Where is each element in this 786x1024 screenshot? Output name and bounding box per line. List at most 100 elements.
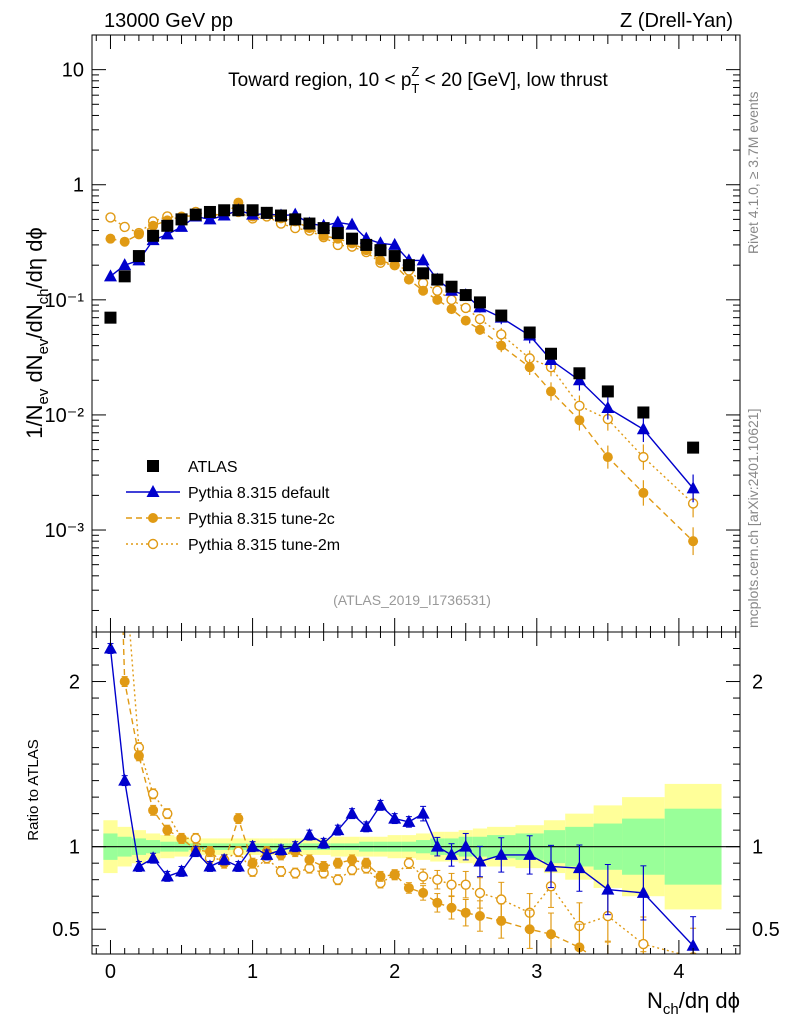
data-point (118, 270, 131, 283)
data-point (574, 415, 585, 426)
ratio-point (160, 869, 174, 882)
ratio-point (274, 842, 288, 855)
ratio-point (204, 846, 215, 857)
ratio-frame (91, 631, 741, 955)
data-point (289, 213, 302, 226)
legend-item-atlas: ATLAS (147, 459, 238, 476)
data-point (119, 221, 130, 233)
ratio-point (430, 839, 444, 852)
legend-label: Pythia 8.315 tune-2m (188, 537, 340, 554)
ratio-point (120, 561, 129, 570)
series-line (110, 209, 694, 489)
data-point (545, 347, 557, 360)
plot-title: Toward region, 10 < pZ T < 20 [GeV], low … (228, 64, 608, 96)
ratio-point (523, 847, 537, 860)
data-point (445, 280, 458, 293)
series-atlas (104, 204, 700, 454)
ratio-point (176, 833, 187, 844)
ratio-point (133, 750, 144, 761)
ratio-line (129, 632, 684, 954)
data-point (388, 237, 402, 250)
data-point (189, 208, 202, 221)
data-point (218, 204, 231, 217)
legend-label: Pythia 8.315 default (188, 485, 330, 502)
ratio-point (331, 823, 345, 836)
ratio-point (446, 902, 457, 913)
ratio-point (203, 859, 217, 872)
data-point (460, 315, 471, 326)
data-point (161, 219, 174, 232)
data-point (160, 227, 174, 240)
data-point (260, 206, 273, 219)
data-point (602, 452, 613, 463)
data-point (119, 236, 130, 247)
ratio-point (175, 864, 189, 877)
data-point (148, 220, 159, 231)
y-tick-label: 10⁻² (45, 405, 85, 427)
ratio-point (638, 974, 648, 984)
ratio-point (402, 814, 416, 827)
legend-item-pythia-8-315-tune-2c: Pythia 8.315 tune-2c (126, 511, 335, 528)
ratio-point (460, 907, 471, 918)
ratio-point (496, 894, 507, 905)
data-point (417, 267, 430, 280)
ratio-point (147, 788, 159, 800)
data-point (402, 259, 415, 272)
data-point (686, 481, 700, 494)
x-tick-label: 1 (247, 961, 258, 983)
ratio-point (473, 854, 487, 867)
ratio-series-pythia-8-315-default (103, 641, 700, 954)
process-label: Z (Drell-Yan) (620, 10, 733, 32)
data-point (403, 274, 414, 285)
data-point (133, 229, 144, 240)
ratio-point (416, 806, 430, 819)
data-point (132, 250, 145, 263)
data-point (474, 324, 485, 335)
ratio-line (109, 648, 694, 947)
data-point (346, 232, 359, 245)
ratio-point (403, 857, 415, 869)
ratio-point (375, 871, 386, 882)
ratio-point (103, 641, 117, 654)
ratio-point (459, 839, 473, 852)
data-point (574, 400, 585, 412)
data-point (303, 217, 316, 230)
ratio-series-pythia-8-315-tune-2c (119, 632, 648, 984)
data-point (103, 269, 117, 282)
data-point (388, 250, 401, 263)
ratio-point (403, 882, 414, 893)
x-tick-label: 0 (105, 961, 116, 983)
ratio-point (389, 869, 400, 880)
data-point (175, 219, 189, 232)
main-marks (103, 197, 700, 556)
ratio-point (148, 805, 159, 816)
legend-item-pythia-8-315-default: Pythia 8.315 default (126, 485, 330, 502)
ratio-point (190, 833, 201, 844)
analysis-id: (ATLAS_2019_I1736531) (333, 592, 491, 608)
mcplots-label: mcplots.cern.ch [arXiv:2401.10621] (745, 409, 761, 628)
x-tick-label: 2 (389, 961, 400, 983)
ratio-point (417, 871, 429, 882)
data-point (523, 326, 536, 339)
data-point (688, 536, 699, 547)
ratio-point (432, 874, 443, 885)
data-point (389, 260, 400, 271)
ratio-point (247, 858, 258, 869)
ratio-point (347, 854, 358, 865)
ratio-point (290, 867, 301, 879)
ratio-panel: 0.5 0.5 1 1 2 2 0 1 2 3 4 (52, 561, 780, 984)
data-point (687, 441, 700, 454)
data-point (432, 285, 443, 296)
data-point (474, 313, 486, 325)
y-tick-label: 10⁻¹ (45, 290, 85, 312)
ratio-point (636, 885, 650, 898)
data-point (638, 451, 649, 463)
ratio-point (302, 828, 316, 841)
data-point (496, 340, 507, 351)
ratio-point (446, 879, 457, 890)
ratio-point (603, 962, 613, 972)
ratio-point (418, 887, 429, 898)
data-point (573, 367, 586, 380)
ratio-point (162, 808, 173, 819)
ratio-point (118, 773, 132, 786)
